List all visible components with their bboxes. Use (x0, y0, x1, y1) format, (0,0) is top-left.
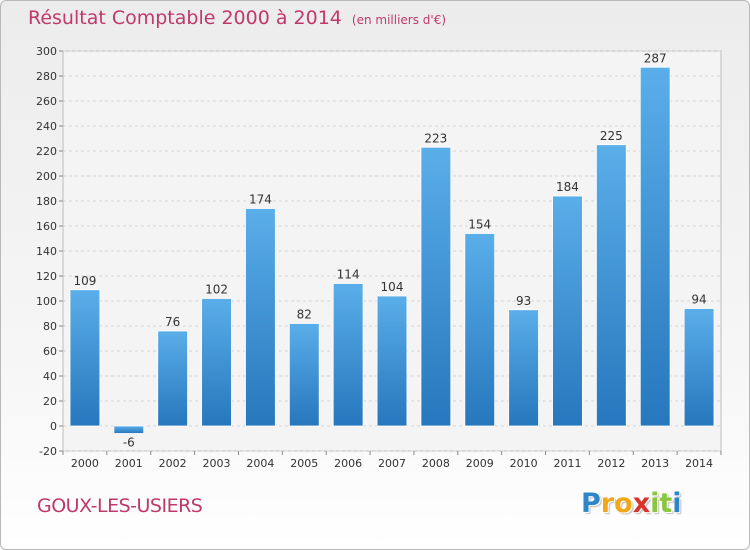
labels: -20 0 20 40 60 80 100 120 140 160 180 200 220 240 260 2… (36, 45, 713, 470)
x-tick-label-2005: 2005 (290, 457, 318, 470)
logo-letter: i (672, 488, 682, 519)
value-label-2009: 154 (468, 218, 491, 232)
value-label-2005: 82 (297, 308, 312, 322)
bar-2010 (508, 309, 539, 427)
location-name: GOUX-LES-USIERS (37, 495, 203, 517)
value-label-2001: -6 (123, 436, 135, 450)
y-tick-label: 40 (43, 370, 57, 383)
bar-2004 (245, 208, 276, 427)
logo-letter: x (632, 488, 651, 519)
x-tick-label-2001: 2001 (115, 457, 143, 470)
x-tick-label-2014: 2014 (685, 457, 713, 470)
y-tick-label: 140 (36, 245, 57, 258)
value-label-2006: 114 (337, 268, 360, 282)
bar-2006 (332, 283, 364, 427)
value-label-2008: 223 (424, 131, 447, 145)
bar-2014 (683, 308, 715, 427)
x-tick-label-2013: 2013 (641, 457, 669, 470)
x-tick-label-2010: 2010 (510, 457, 538, 470)
logo-letter: r (600, 488, 615, 519)
x-tick-label-2003: 2003 (203, 457, 231, 470)
value-label-2002: 76 (165, 315, 180, 329)
value-label-2010: 93 (516, 294, 531, 308)
value-label-2007: 104 (381, 280, 404, 294)
logo-letter: o (614, 488, 633, 519)
proxiti-logo: Proxiti (581, 488, 682, 519)
y-tick-label: 280 (36, 70, 57, 83)
y-tick-label: 220 (36, 145, 57, 158)
y-tick-label: 300 (36, 45, 57, 58)
x-tick-label-2009: 2009 (466, 457, 494, 470)
x-tick-label-2004: 2004 (246, 457, 274, 470)
bar-2005 (288, 323, 320, 427)
value-label-2014: 94 (691, 293, 706, 307)
x-tick-label-2012: 2012 (597, 457, 625, 470)
y-tick-label: 240 (36, 120, 57, 133)
value-label-2004: 174 (249, 193, 272, 207)
chart-subtitle: (en milliers d'€) (351, 13, 447, 27)
y-tick-label: 200 (36, 170, 57, 183)
y-tick-label: 60 (43, 345, 57, 358)
y-tick-label: -20 (39, 445, 57, 458)
bar-2011 (552, 195, 583, 427)
bars (69, 66, 715, 434)
bar-2009 (464, 233, 496, 427)
y-tick-label: 260 (36, 95, 57, 108)
logo-letter: t (659, 488, 673, 519)
x-tick-label-2000: 2000 (71, 457, 99, 470)
bar-2002 (157, 330, 188, 427)
logo-letter: P (581, 488, 601, 519)
value-label-2011: 184 (556, 180, 579, 194)
value-label-2013: 287 (644, 51, 667, 65)
bar-2013 (639, 66, 671, 427)
value-label-2012: 225 (600, 129, 623, 143)
y-tick-label: 100 (36, 295, 57, 308)
x-tick-label-2007: 2007 (378, 457, 406, 470)
value-label-2003: 102 (205, 283, 228, 297)
x-tick-label-2006: 2006 (334, 457, 362, 470)
chart-title-text: Résultat Comptable 2000 à 2014 (28, 7, 342, 29)
y-tick-label: 180 (36, 195, 57, 208)
bar-2008 (420, 146, 452, 427)
bar-2012 (596, 144, 627, 427)
x-tick-label-2008: 2008 (422, 457, 450, 470)
y-tick-label: 0 (50, 420, 57, 433)
y-tick-label: 20 (43, 395, 57, 408)
y-tick-label: 80 (43, 320, 57, 333)
x-tick-label-2011: 2011 (553, 457, 581, 470)
y-tick-label: 160 (36, 220, 57, 233)
bar-2001 (113, 425, 145, 434)
y-tick-label: 120 (36, 270, 57, 283)
bar-2003 (201, 298, 232, 427)
x-tick-label-2002: 2002 (159, 457, 187, 470)
logo-letter: i (650, 488, 660, 519)
bar-2000 (69, 289, 101, 427)
chart-title: Résultat Comptable 2000 à 2014 (en millie… (28, 7, 446, 29)
value-label-2000: 109 (73, 274, 96, 288)
bar-2007 (376, 295, 408, 427)
